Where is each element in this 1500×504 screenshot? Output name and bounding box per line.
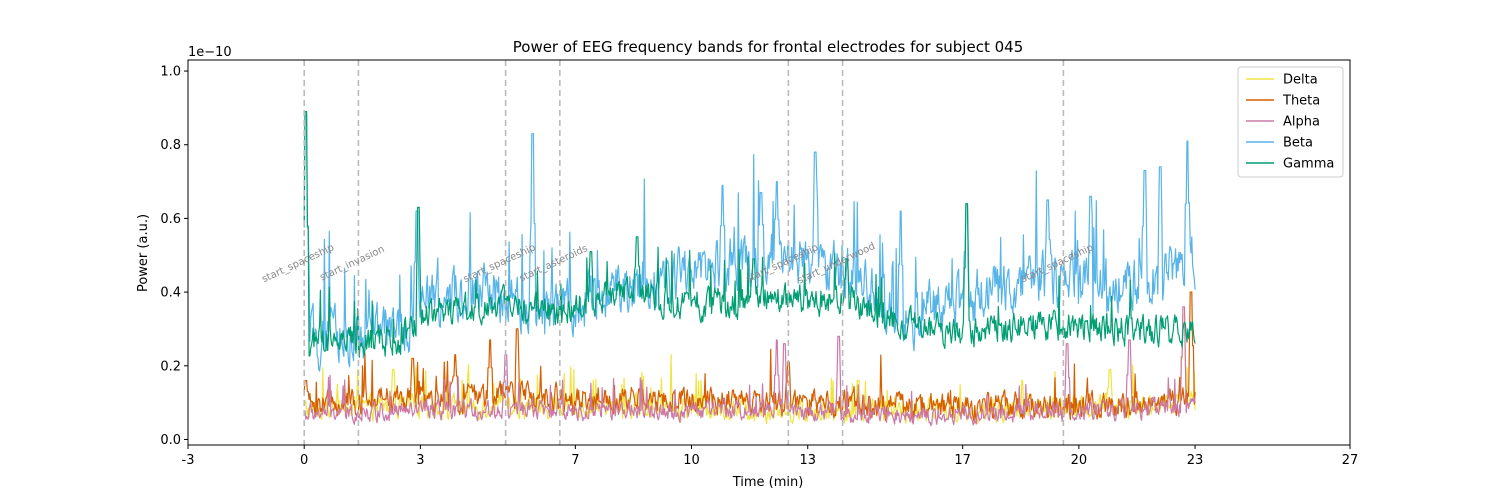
x-axis-ticks: -3 0 3 7 10 13 17 20 23 27 [182, 445, 1359, 468]
x-axis-label: Time (min) [732, 475, 804, 490]
y-offset-label: 1e−10 [188, 45, 232, 60]
chart-title: Power of EEG frequency bands for frontal… [513, 38, 1023, 56]
series-line-alpha [303, 306, 1196, 427]
y-axis-label: Power (a.u.) [136, 214, 151, 292]
x-tick-label: 23 [1187, 453, 1204, 468]
y-tick-label: 0.8 [160, 138, 181, 153]
series-line-delta [303, 313, 1196, 425]
legend: Delta Theta Alpha Beta Gamma [1237, 66, 1344, 178]
y-tick-label: 0.0 [160, 433, 181, 448]
legend-label: Beta [1283, 136, 1313, 151]
legend-label: Gamma [1283, 157, 1334, 172]
x-tick-label: 13 [799, 453, 816, 468]
legend-label: Delta [1283, 73, 1318, 88]
x-tick-label: 17 [954, 453, 971, 468]
series-line-beta [303, 114, 1196, 372]
legend-box [1237, 66, 1344, 178]
x-tick-label: 3 [416, 453, 424, 468]
x-tick-label: 27 [1342, 453, 1359, 468]
x-tick-label: 10 [683, 453, 700, 468]
series-traces [303, 110, 1196, 427]
y-tick-label: 0.2 [160, 359, 181, 374]
x-tick-label: 20 [1071, 453, 1088, 468]
x-tick-label: -3 [182, 453, 195, 468]
series-line-gamma [303, 110, 1196, 358]
y-tick-label: 0.4 [160, 286, 181, 301]
y-tick-label: 0.6 [160, 212, 181, 227]
y-tick-label: 1.0 [160, 65, 181, 80]
x-tick-label: 0 [300, 453, 308, 468]
x-tick-label: 7 [571, 453, 579, 468]
y-axis-ticks: 0.0 0.2 0.4 0.6 0.8 1.0 [160, 65, 188, 448]
legend-label: Alpha [1283, 115, 1320, 130]
legend-label: Theta [1282, 94, 1320, 109]
axes-frame [187, 59, 1351, 446]
